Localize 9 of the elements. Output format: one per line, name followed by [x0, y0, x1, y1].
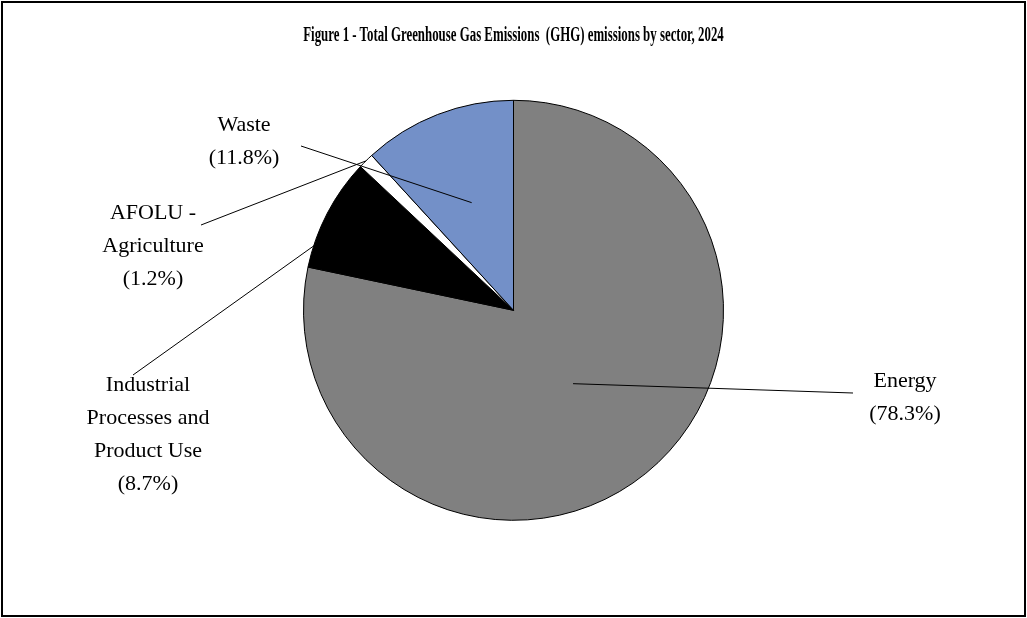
slice-label: Industrial Processes and Product Use	[86, 371, 210, 463]
slice-label: Waste	[217, 111, 271, 137]
data-label: (78.3%)	[869, 400, 941, 426]
slice-label: AFOLU - Agriculture	[102, 198, 204, 257]
slice-label: Energy	[873, 367, 937, 393]
data-label: (8.7%)	[117, 470, 179, 496]
data-label: (11.8%)	[208, 144, 280, 170]
data-label: (1.2%)	[122, 264, 184, 290]
chart-title: Figure 1 - Total Greenhouse Gas Emissions (GHG) emissions by sector, 2024	[303, 21, 724, 48]
